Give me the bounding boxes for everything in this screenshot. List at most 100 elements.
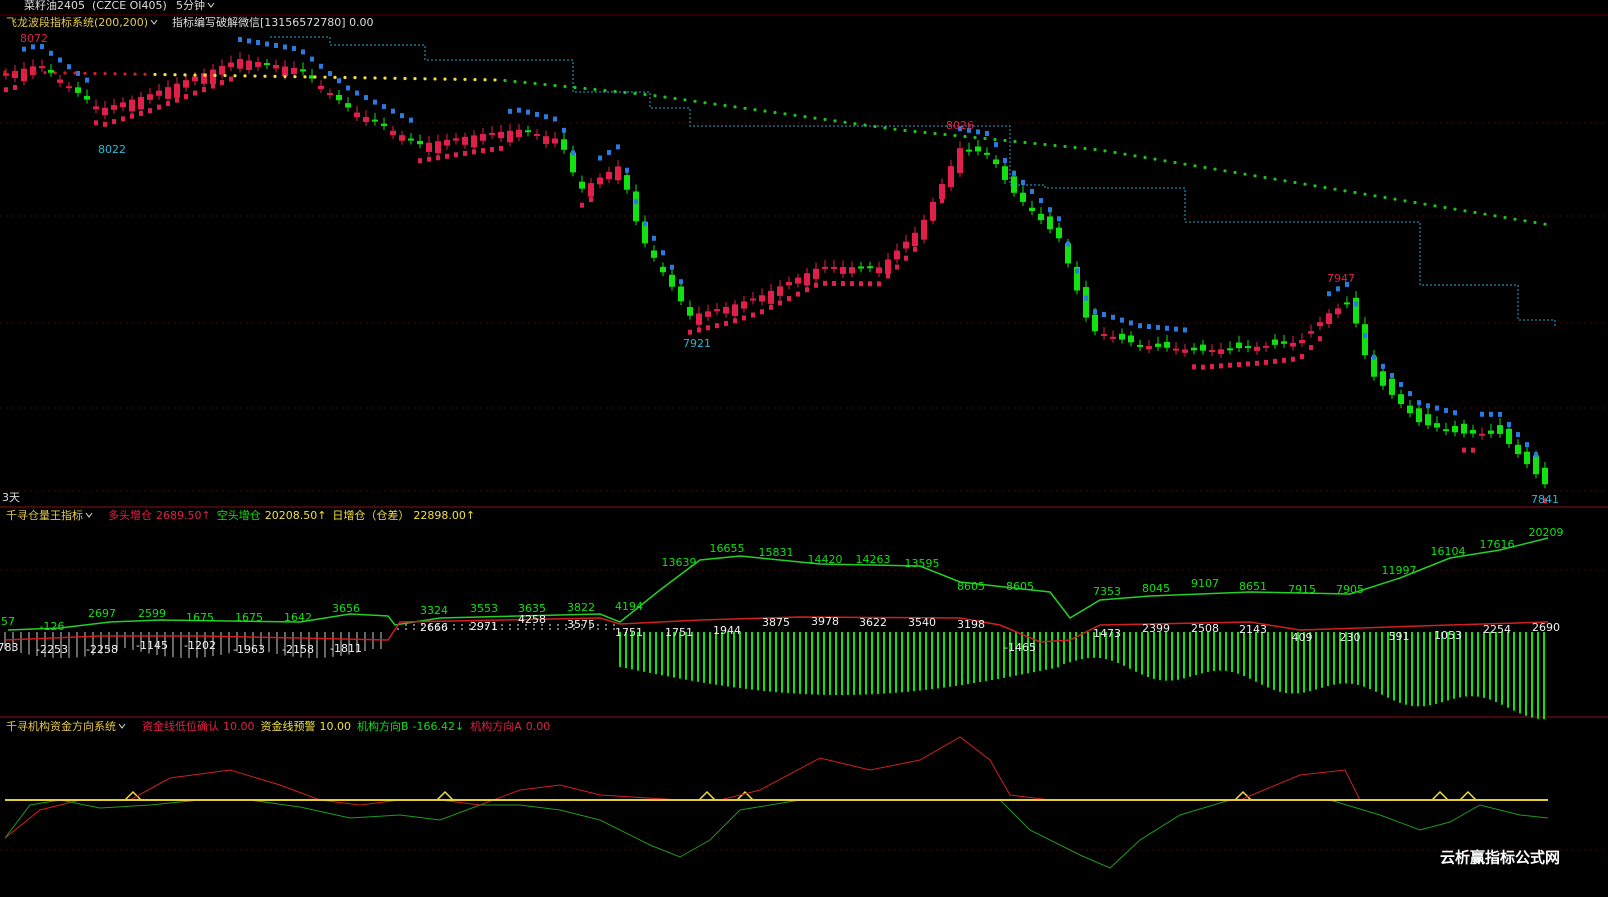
long-trend-dot [973, 135, 977, 140]
volume-lower-label: 1473 [1093, 627, 1121, 640]
trend-dot [526, 109, 530, 115]
indicator-item-value: 20208.50↑ [265, 509, 327, 522]
indicator-title[interactable]: 飞龙波段指标系统(200,200) [6, 15, 148, 29]
indicator-item-name: 资金线低位确认 [142, 719, 219, 733]
trend-dot [283, 44, 287, 50]
trend-dot [1165, 325, 1169, 331]
candle [210, 69, 216, 84]
candle [1047, 216, 1053, 230]
volume-lower-label: -1963 [233, 643, 265, 656]
candle [354, 112, 360, 118]
trend-dot [85, 77, 89, 83]
trend-dot [1327, 291, 1331, 297]
trend-dot [1228, 362, 1232, 368]
watermark: 云析赢指标公式网 [1440, 849, 1560, 867]
trend-dot [1057, 216, 1061, 222]
trend-dot [211, 83, 215, 89]
candle [1479, 433, 1485, 436]
long-trend-dot [1463, 209, 1467, 213]
long-trend-dot [3, 70, 7, 74]
trend-dot [949, 180, 953, 186]
trend-dot [724, 320, 728, 326]
candle [651, 250, 657, 258]
trend-dot [841, 281, 845, 287]
trend-dot [1084, 295, 1088, 301]
trend-dot [967, 127, 971, 133]
candle [219, 66, 225, 75]
candle [462, 136, 468, 145]
long-trend-dot [373, 76, 377, 80]
candle [57, 79, 63, 83]
trend-dot [805, 287, 809, 293]
trend-dot [1093, 309, 1097, 315]
candle [543, 136, 549, 144]
long-trend-dot [1303, 182, 1307, 186]
long-trend-dot [1393, 197, 1397, 201]
long-trend-dot [1293, 180, 1297, 185]
long-trend-dot [703, 101, 707, 105]
trend-dot [733, 318, 737, 324]
trend-dot [1048, 207, 1052, 213]
candle [1506, 428, 1512, 444]
candle [1200, 344, 1206, 351]
fund-title[interactable]: 千寻机构资金方向系统 [6, 719, 116, 733]
volume-upper-label: 14420 [808, 553, 843, 566]
trend-dot [868, 281, 872, 287]
long-trend-dot [1043, 142, 1047, 147]
trend-dot [1336, 286, 1340, 292]
candle [732, 304, 738, 316]
candle [489, 132, 495, 135]
trend-dot [787, 296, 791, 302]
long-trend-dot [1453, 207, 1457, 211]
candle [318, 85, 324, 90]
volume-lower-label: 3622 [859, 616, 887, 629]
volume-upper-label: 3553 [470, 602, 498, 615]
candle [1299, 339, 1305, 344]
long-trend-dot [213, 73, 217, 77]
trend-dot [1534, 452, 1538, 458]
candle [165, 87, 171, 99]
long-trend-dot [1113, 150, 1117, 155]
trend-dot [553, 116, 557, 122]
trend-dot [1507, 421, 1511, 427]
candle [363, 117, 369, 122]
candle [858, 266, 864, 269]
long-trend-dot [53, 71, 57, 75]
period[interactable]: 5分钟 [176, 0, 205, 12]
candle [813, 268, 819, 279]
candle [1515, 444, 1521, 455]
candle [678, 286, 684, 302]
long-trend-dot [1413, 200, 1417, 205]
trend-dot [40, 44, 44, 50]
trend-dot [175, 97, 179, 103]
long-trend-dot [293, 75, 297, 79]
candle [579, 181, 585, 189]
candle [948, 166, 954, 187]
trend-dot [22, 46, 26, 52]
candle [588, 183, 594, 197]
candle [435, 141, 441, 154]
trend-dot [1498, 411, 1502, 417]
candle [129, 99, 135, 112]
candle [273, 65, 279, 69]
long-trend-dot [1213, 167, 1217, 171]
volume-lower-label: 3198 [957, 618, 985, 631]
long-trend-dot [543, 82, 547, 87]
trend-dot [1435, 405, 1439, 411]
trend-dot [319, 63, 323, 69]
trend-dot [148, 108, 152, 114]
long-trend-dot [603, 88, 607, 93]
trend-dot [4, 87, 8, 93]
trend-dot [1003, 157, 1007, 163]
candle [237, 59, 243, 69]
long-trend-dot [1523, 219, 1527, 223]
candle [1317, 322, 1323, 327]
candle [1173, 348, 1179, 351]
candle [516, 129, 522, 138]
volume-lower-label: -2253 [36, 643, 68, 656]
long-trend-dot [1033, 141, 1037, 146]
trend-dot [715, 323, 719, 329]
trend-dot [193, 90, 197, 96]
volume-title[interactable]: 千寻仓量王指标 [6, 508, 83, 522]
symbol[interactable]: 菜籽油2405 [24, 0, 85, 12]
